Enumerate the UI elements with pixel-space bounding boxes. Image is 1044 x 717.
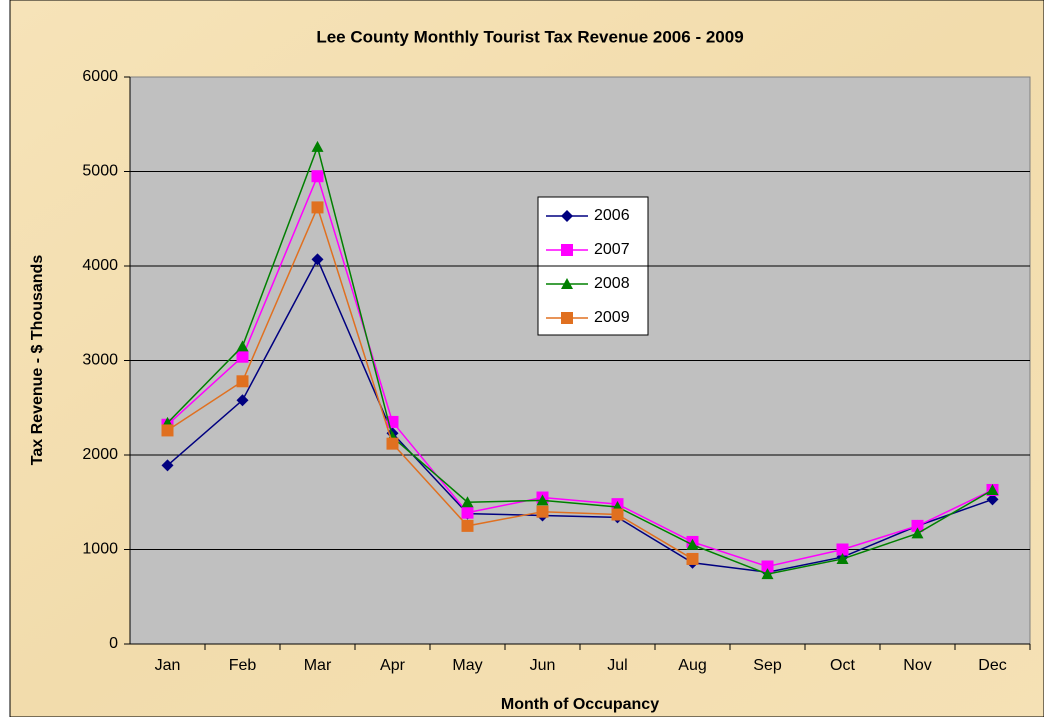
y-tick-label: 5000 <box>82 163 118 180</box>
data-point <box>461 519 474 532</box>
legend-label: 2007 <box>594 241 630 258</box>
data-point <box>911 527 924 539</box>
x-tick-label: Dec <box>978 657 1006 674</box>
series-line <box>167 205 693 560</box>
data-point <box>236 375 249 388</box>
legend-marker <box>561 278 573 289</box>
series-line <box>166 174 993 568</box>
data-point <box>461 506 474 519</box>
data-point <box>986 493 999 506</box>
series-line <box>166 144 993 575</box>
data-point <box>836 552 849 564</box>
data-point <box>161 459 174 472</box>
chart-title: Lee County Monthly Tourist Tax Revenue 2… <box>316 27 743 46</box>
y-tick-label: 2000 <box>82 446 118 463</box>
legend-marker <box>561 312 573 324</box>
series-line <box>167 257 993 573</box>
legend-label: 2009 <box>594 309 630 326</box>
x-tick-label: Sep <box>753 657 782 674</box>
data-point <box>311 201 324 214</box>
data-point <box>311 170 324 183</box>
data-point <box>911 519 924 532</box>
data-point <box>311 253 324 266</box>
y-tick-label: 3000 <box>82 352 118 369</box>
y-tick-label: 4000 <box>82 257 118 274</box>
data-point <box>536 494 549 506</box>
x-tick-label: Jun <box>530 657 556 674</box>
data-point <box>536 505 549 518</box>
data-point <box>161 424 174 437</box>
x-tick-label: Nov <box>903 657 931 674</box>
data-point <box>761 560 774 573</box>
y-tick-label: 6000 <box>82 68 118 85</box>
x-tick-label: Oct <box>830 657 855 674</box>
x-axis-label: Month of Occupancy <box>501 696 659 713</box>
data-point <box>686 552 699 565</box>
data-point <box>311 140 324 152</box>
data-point <box>386 437 399 450</box>
data-point <box>836 543 849 556</box>
legend-label: 2008 <box>594 275 630 292</box>
y-tick-label: 1000 <box>82 541 118 558</box>
data-point <box>761 568 774 580</box>
data-point <box>986 483 999 495</box>
x-tick-label: Aug <box>678 657 706 674</box>
legend-label: 2006 <box>594 207 630 224</box>
y-tick-label: 0 <box>109 635 118 652</box>
x-tick-label: Apr <box>380 657 406 674</box>
data-point <box>236 394 249 407</box>
legend-marker <box>561 244 573 256</box>
x-tick-label: Mar <box>304 657 332 674</box>
data-point <box>461 496 474 508</box>
data-point <box>236 350 249 363</box>
x-tick-label: Jul <box>607 657 627 674</box>
y-axis-label: Tax Revenue - $ Thousands <box>29 255 46 466</box>
x-tick-label: Jan <box>155 657 181 674</box>
legend-marker <box>561 210 573 222</box>
x-tick-label: Feb <box>229 657 257 674</box>
data-point <box>611 508 624 521</box>
data-point <box>686 538 699 550</box>
x-tick-label: May <box>452 657 482 674</box>
data-point <box>236 340 249 352</box>
